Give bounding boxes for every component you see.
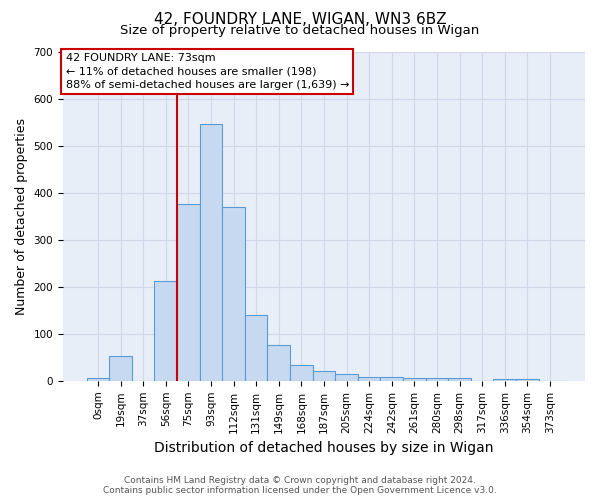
Bar [358, 376, 380, 381]
Bar [493, 379, 516, 381]
Bar [380, 376, 403, 381]
Bar [448, 378, 471, 381]
Y-axis label: Number of detached properties: Number of detached properties [15, 118, 28, 314]
Bar [313, 372, 335, 381]
Text: Contains HM Land Registry data © Crown copyright and database right 2024.
Contai: Contains HM Land Registry data © Crown c… [103, 476, 497, 495]
Bar [154, 280, 177, 381]
Bar [177, 204, 200, 381]
Bar [222, 207, 245, 381]
Bar [425, 378, 448, 381]
Text: Size of property relative to detached houses in Wigan: Size of property relative to detached ho… [121, 24, 479, 37]
Bar [109, 356, 132, 381]
Bar [200, 124, 222, 381]
Bar [403, 378, 425, 381]
Text: 42 FOUNDRY LANE: 73sqm
← 11% of detached houses are smaller (198)
88% of semi-de: 42 FOUNDRY LANE: 73sqm ← 11% of detached… [65, 53, 349, 90]
Bar [245, 315, 268, 381]
Bar [290, 366, 313, 381]
X-axis label: Distribution of detached houses by size in Wigan: Distribution of detached houses by size … [154, 441, 494, 455]
Bar [86, 378, 109, 381]
Text: 42, FOUNDRY LANE, WIGAN, WN3 6BZ: 42, FOUNDRY LANE, WIGAN, WN3 6BZ [154, 12, 446, 28]
Bar [335, 374, 358, 381]
Bar [516, 379, 539, 381]
Bar [268, 344, 290, 381]
